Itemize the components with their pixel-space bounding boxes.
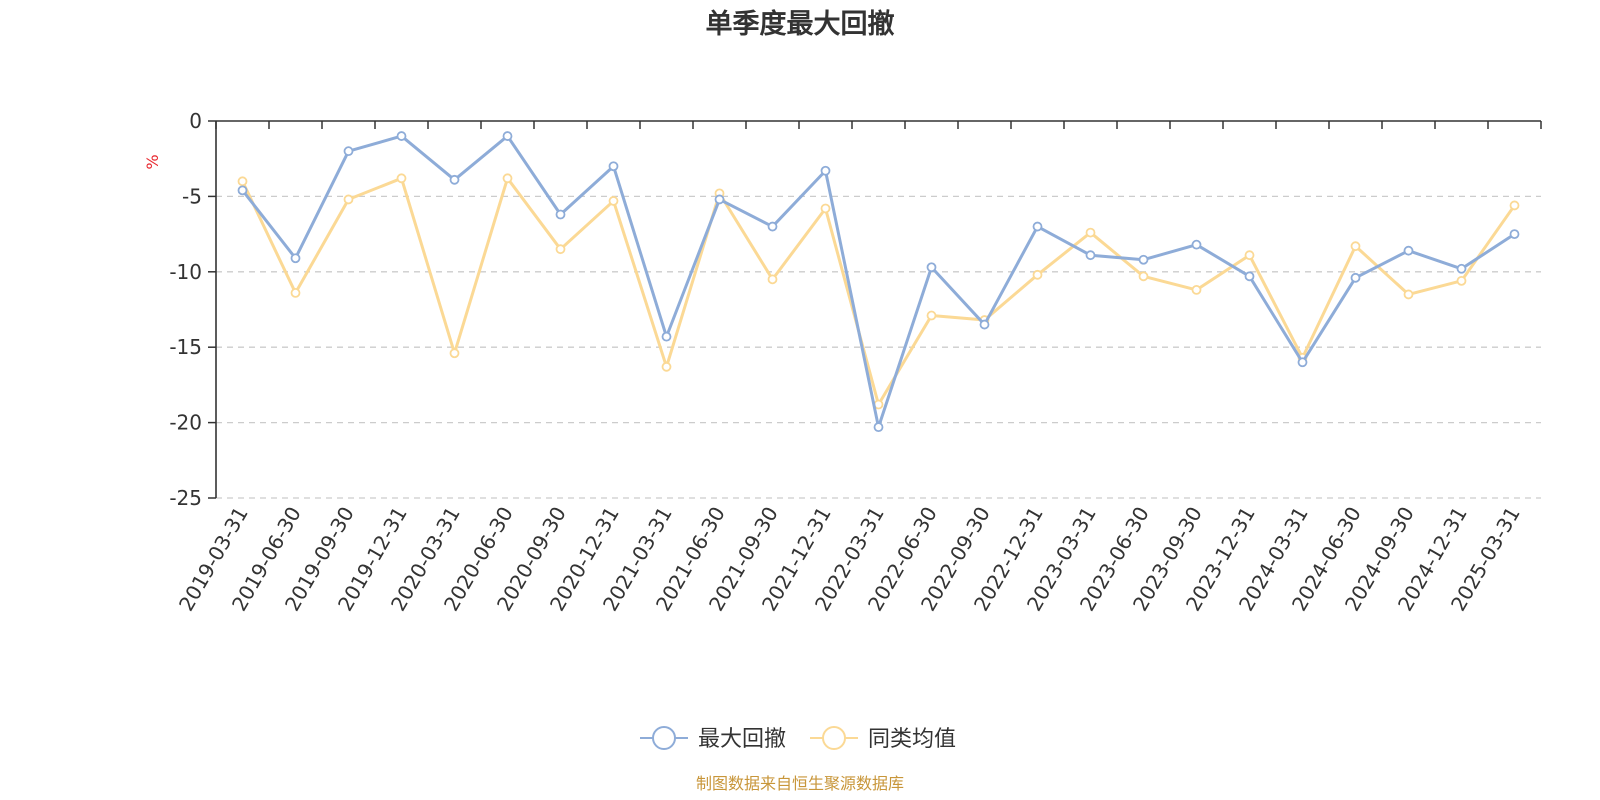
- data-point[interactable]: [820, 165, 831, 176]
- data-point[interactable]: [1085, 227, 1096, 238]
- data-point[interactable]: [237, 185, 248, 196]
- data-point[interactable]: [979, 319, 990, 330]
- data-point[interactable]: [926, 310, 937, 321]
- y-axis-unit: %: [143, 154, 162, 169]
- data-point[interactable]: [1138, 254, 1149, 265]
- y-tick-label: -20: [169, 411, 202, 435]
- legend-item-0[interactable]: 最大回撤: [640, 726, 786, 752]
- data-point[interactable]: [1032, 269, 1043, 280]
- data-point[interactable]: [290, 288, 301, 298]
- data-point[interactable]: [502, 131, 513, 141]
- data-point[interactable]: [661, 331, 672, 342]
- legend-marker-icon: [822, 726, 846, 750]
- data-point[interactable]: [1138, 271, 1149, 282]
- data-point[interactable]: [1191, 239, 1202, 250]
- data-point[interactable]: [661, 361, 672, 372]
- data-point[interactable]: [1032, 221, 1043, 232]
- data-point[interactable]: [1509, 200, 1520, 211]
- source-note: 制图数据来自恒生聚源数据库: [696, 774, 904, 793]
- y-tick-label: -25: [169, 486, 202, 510]
- data-point[interactable]: [767, 274, 778, 285]
- data-point[interactable]: [608, 196, 619, 206]
- data-point[interactable]: [396, 131, 407, 141]
- data-point[interactable]: [714, 194, 725, 205]
- legend-marker-icon: [652, 726, 676, 750]
- legend-label: 最大回撤: [698, 727, 786, 752]
- legend-item-1[interactable]: 同类均值: [810, 726, 956, 752]
- data-point[interactable]: [502, 173, 513, 184]
- data-point[interactable]: [1244, 271, 1255, 282]
- series-line-1: [241, 176, 1516, 407]
- chart-title: 单季度最大回撤: [706, 8, 895, 40]
- data-point[interactable]: [449, 348, 460, 359]
- data-point[interactable]: [343, 146, 354, 157]
- data-point[interactable]: [926, 262, 937, 273]
- data-point[interactable]: [1085, 250, 1096, 261]
- y-tick-label: -15: [169, 335, 202, 359]
- data-point[interactable]: [1244, 250, 1255, 261]
- legend-label: 同类均值: [868, 727, 956, 752]
- data-point[interactable]: [1456, 275, 1467, 286]
- grid-lines: [216, 195, 1541, 499]
- y-tick-label: 0: [189, 109, 202, 133]
- data-point[interactable]: [1191, 284, 1202, 295]
- data-point[interactable]: [290, 253, 301, 264]
- data-point[interactable]: [555, 244, 566, 255]
- y-tick-labels: 0 -5 -10 -15 -20 -25: [169, 109, 202, 510]
- data-point[interactable]: [1350, 272, 1361, 283]
- data-point[interactable]: [1509, 229, 1520, 240]
- data-point[interactable]: [1350, 241, 1361, 252]
- data-point[interactable]: [1297, 357, 1308, 368]
- data-point[interactable]: [820, 203, 831, 214]
- series-lines: [237, 131, 1520, 433]
- x-tick-labels: 2019-03-312019-06-302019-09-302019-12-31…: [174, 503, 1525, 616]
- data-point[interactable]: [1403, 289, 1414, 300]
- data-point[interactable]: [873, 422, 884, 433]
- data-point[interactable]: [608, 161, 619, 172]
- y-tick-label: -10: [169, 260, 202, 284]
- y-tick-label: -5: [182, 184, 202, 208]
- data-point[interactable]: [1403, 245, 1414, 256]
- data-point[interactable]: [396, 173, 407, 184]
- data-point[interactable]: [237, 176, 248, 187]
- data-point[interactable]: [555, 209, 566, 220]
- data-point[interactable]: [449, 174, 460, 185]
- legend[interactable]: 最大回撤 同类均值: [640, 726, 956, 752]
- data-point[interactable]: [343, 194, 354, 205]
- data-point[interactable]: [1456, 263, 1467, 274]
- data-point[interactable]: [767, 221, 778, 232]
- axes: [208, 120, 1542, 499]
